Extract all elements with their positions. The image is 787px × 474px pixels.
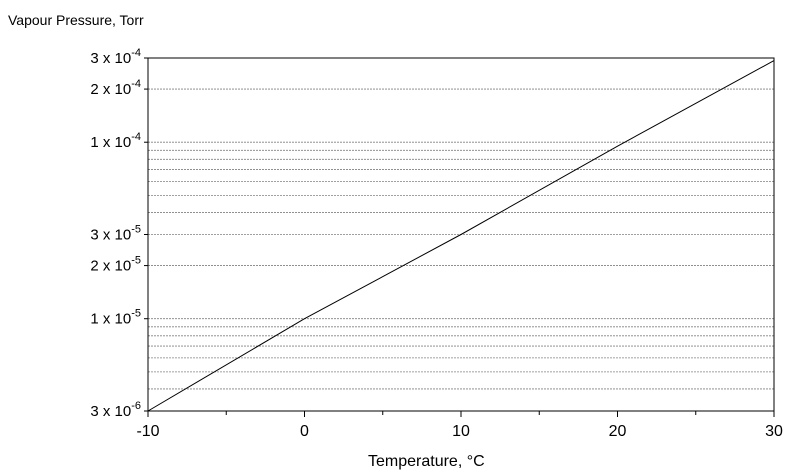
y-tick-label: 3 x 10-4	[90, 47, 141, 67]
x-tick-label: -10	[136, 423, 159, 440]
x-tick-label: 30	[765, 423, 783, 440]
y-tick-label: 2 x 10-4	[90, 78, 141, 98]
y-tick-label: 3 x 10-5	[90, 224, 141, 244]
x-axis-title: Temperature, °C	[368, 453, 485, 470]
x-tick-label: 20	[609, 423, 627, 440]
y-tick-label: 3 x 10-6	[90, 400, 141, 420]
y-tick-label: 1 x 10-5	[90, 308, 141, 328]
y-axis-title: Vapour Pressure, Torr	[8, 12, 144, 28]
y-tick-label: 1 x 10-4	[90, 131, 141, 151]
series-line	[147, 60, 775, 412]
x-tick-label: 10	[452, 423, 470, 440]
y-tick-label: 2 x 10-5	[90, 255, 141, 275]
x-tick-label: 0	[300, 423, 309, 440]
